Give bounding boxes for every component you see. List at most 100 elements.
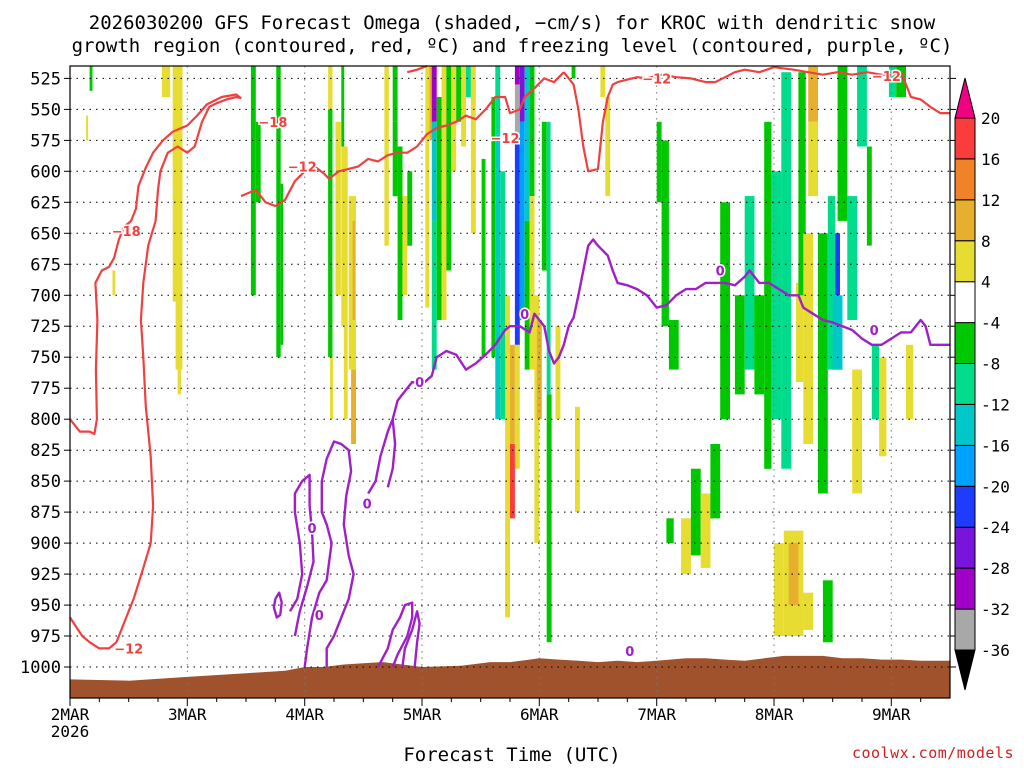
omega-cell (700, 493, 711, 568)
omega-cell (822, 580, 833, 643)
contour-line (288, 473, 315, 637)
colorbar-label: 4 (981, 273, 991, 292)
y-tick-label: 675 (30, 255, 61, 275)
omega-cell (764, 121, 772, 469)
omega-cell (348, 196, 356, 370)
omega-cell (510, 344, 515, 444)
omega-cell (852, 369, 862, 494)
y-tick-label: 925 (30, 565, 61, 585)
contour-label: 0 (870, 324, 879, 339)
omega-cell (796, 282, 804, 382)
omega-cell (335, 121, 341, 296)
omega-cell (744, 196, 755, 370)
y-tick-label: 875 (30, 503, 61, 523)
omega-cell (514, 344, 520, 469)
x-tick-label: 6MAR (520, 705, 559, 724)
y-tick-label: 950 (30, 596, 61, 616)
colorbar-label: -4 (981, 314, 1000, 333)
omega-cell (491, 97, 496, 358)
contour-line (69, 95, 242, 650)
colorbar-min-arrow (954, 649, 976, 691)
omega-cell (605, 97, 611, 197)
omega-cell (818, 233, 828, 494)
omega-cell (690, 468, 701, 556)
colorbar-bin (954, 404, 976, 446)
contour-label: −12 (642, 72, 671, 87)
omega-cell (505, 518, 510, 618)
y-tick-label: 775 (30, 379, 61, 399)
credit-link[interactable]: coolwx.com/models (851, 744, 1014, 762)
colorbar-label: -16 (981, 436, 1010, 455)
omega-cell (495, 134, 501, 420)
y-tick-label: 750 (30, 348, 61, 368)
contour-line (391, 238, 950, 420)
colorbar-bin (954, 485, 976, 528)
omega-cell (89, 66, 93, 91)
contour-label: −12 (114, 642, 143, 657)
omega-cell (175, 301, 183, 370)
y-tick-label: 575 (30, 131, 61, 151)
omega-cell (541, 121, 547, 271)
contour-line (376, 601, 414, 668)
omega-cell (112, 270, 116, 296)
omega-cell (177, 369, 181, 395)
omega-cell (456, 66, 462, 122)
x-tick-label: 4MAR (285, 705, 324, 724)
omega-cell (571, 66, 576, 79)
colorbar-bin (954, 199, 976, 242)
omega-cell (330, 357, 333, 420)
chart-title-line1: 2026030200 GFS Forecast Omega (shaded, −… (88, 12, 936, 34)
x-tick-label: 3MAR (168, 705, 207, 724)
y-tick-label: 550 (30, 100, 61, 120)
y-tick-label: 725 (30, 317, 61, 337)
omega-cell (505, 295, 510, 519)
colorbar-label: 20 (981, 109, 1000, 128)
omega-cell (774, 543, 784, 636)
omega-cell (514, 134, 520, 345)
colorbar-bin (954, 281, 976, 324)
omega-cell (397, 146, 403, 320)
colorbar-bin (954, 444, 976, 487)
x-axis: 2MAR 3MAR 4MAR 5MAR 6MAR 7MAR 8MAR 9MAR 2026 (51, 698, 922, 741)
omega-cell (827, 196, 836, 370)
omega-cell (534, 295, 540, 544)
omega-cell (341, 146, 348, 327)
colorbar-label: -20 (981, 477, 1010, 496)
contour-label: −18 (112, 225, 141, 240)
contour-line (303, 440, 355, 668)
omega-cell (666, 518, 674, 544)
omega-cell (681, 518, 691, 575)
contour-label: −12 (872, 70, 901, 85)
y-tick-label: 625 (30, 193, 61, 213)
x-tick-label: 8MAR (755, 705, 794, 724)
omega-cell (524, 66, 530, 221)
colorbar-bin (954, 322, 976, 365)
y-tick-label: 600 (30, 162, 61, 182)
omega-cell (808, 121, 818, 197)
colorbar-bin (954, 608, 976, 651)
y-tick-label: 975 (30, 627, 61, 647)
omega-cell (407, 171, 413, 246)
omega-cell (575, 406, 580, 513)
omega-cell (771, 171, 782, 420)
omega-cell (519, 66, 525, 122)
chart-title-line2: growth region (contoured, red, ºC) and f… (71, 35, 953, 57)
omega-cell (857, 66, 867, 147)
omega-cell (734, 295, 745, 395)
omega-cell (529, 66, 535, 197)
y-tick-label: 850 (30, 472, 61, 492)
colorbar-label: -28 (981, 559, 1010, 578)
omega-cell (514, 66, 520, 85)
contour-label: −12 (288, 160, 317, 175)
contour-line (367, 418, 397, 495)
omega-cell (500, 171, 506, 420)
omega-cell (402, 196, 408, 296)
x-tick-label: 7MAR (637, 705, 676, 724)
colorbar-bin (954, 117, 976, 160)
colorbar-bin (954, 363, 976, 405)
contour-label: 0 (520, 308, 529, 323)
omega-cell (803, 233, 814, 444)
omega-cell (481, 158, 486, 358)
omega-cell (710, 444, 721, 519)
contour-line (240, 71, 565, 208)
